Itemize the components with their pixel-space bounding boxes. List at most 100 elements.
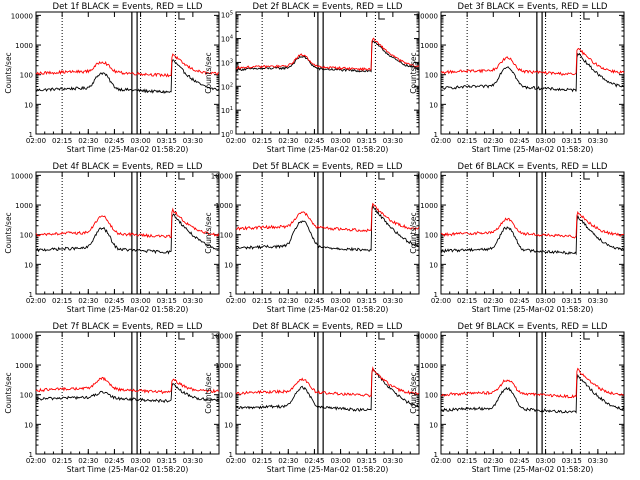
- x-tick-label: 03:00: [535, 297, 555, 305]
- x-tick-label: 02:15: [52, 137, 72, 145]
- x-tick-label: 02:30: [483, 457, 503, 465]
- x-tick-label: 02:45: [509, 297, 529, 305]
- events-series-line: [235, 40, 420, 73]
- x-tick-label: 02:00: [226, 457, 246, 465]
- x-tick-label: 02:45: [304, 297, 324, 305]
- y-tick-label: 10000: [416, 332, 438, 340]
- x-tick-label: 03:00: [330, 137, 350, 145]
- x-tick-label: 03:00: [330, 457, 350, 465]
- y-tick-label: 10: [429, 261, 438, 269]
- x-tick-label: 03:15: [357, 297, 377, 305]
- flag-marker: [378, 332, 385, 340]
- x-tick-label: 03:00: [535, 457, 555, 465]
- y-axis-label: Counts/sec: [204, 52, 213, 93]
- x-axis-label: Start Time (25-Mar-02 01:58:20): [472, 305, 594, 314]
- x-tick-label: 03:30: [383, 297, 403, 305]
- lld-series-line: [35, 376, 220, 395]
- events-series-line: [35, 59, 220, 94]
- plot-frame: [235, 171, 420, 295]
- y-tick-label: 10: [24, 261, 33, 269]
- y-tick-label: 1000: [420, 202, 438, 210]
- y-tick-exponent: 3: [230, 58, 233, 64]
- y-tick-label: 101: [221, 106, 233, 115]
- y-tick-label: 1000: [215, 202, 233, 210]
- y-tick-label: 10: [429, 421, 438, 429]
- events-series-line: [235, 367, 420, 412]
- y-tick-label: 100: [425, 72, 438, 80]
- panel-det-2: Det 2f BLACK = Events, RED = LLD10010110…: [204, 2, 420, 154]
- y-tick-label: 1000: [215, 362, 233, 370]
- x-tick-label: 02:30: [278, 457, 298, 465]
- flag-marker: [178, 172, 185, 180]
- y-tick-label: 100: [20, 392, 33, 400]
- x-tick-label: 02:15: [457, 137, 477, 145]
- x-tick-label: 03:15: [157, 297, 177, 305]
- y-tick-label: 100: [425, 392, 438, 400]
- y-tick-label: 1000: [15, 362, 33, 370]
- x-tick-label: 02:45: [104, 137, 124, 145]
- events-series-line: [440, 215, 625, 256]
- x-axis-label: Start Time (25-Mar-02 01:58:20): [267, 305, 389, 314]
- x-tick-label: 03:30: [588, 297, 608, 305]
- panel-det-3: Det 3f BLACK = Events, RED = LLD 1 10 100 10…: [409, 2, 625, 154]
- panel-det-7: Det 7f BLACK = Events, RED = LLD 1 10 100 10…: [4, 322, 220, 474]
- panel-det-9: Det 9f BLACK = Events, RED = LLD 1 10 100 10…: [409, 322, 625, 474]
- y-tick-label: 1: [434, 451, 438, 459]
- plot-frame: [235, 11, 420, 135]
- x-tick-label: 02:45: [304, 457, 324, 465]
- panel-title: Det 8f BLACK = Events, RED = LLD: [253, 322, 403, 332]
- y-axis-label: Counts/sec: [4, 372, 13, 413]
- x-tick-label: 02:30: [483, 137, 503, 145]
- y-tick-label: 10000: [211, 172, 233, 180]
- y-axis-label: Counts/sec: [4, 52, 13, 93]
- y-tick-label: 10000: [11, 12, 33, 20]
- x-tick-label: 02:30: [78, 137, 98, 145]
- panel-title: Det 3f BLACK = Events, RED = LLD: [458, 2, 608, 12]
- y-tick-label: 100: [20, 72, 33, 80]
- y-tick-label: 1: [29, 451, 33, 459]
- x-tick-label: 03:15: [562, 297, 582, 305]
- x-axis-label: Start Time (25-Mar-02 01:58:20): [267, 145, 389, 154]
- x-tick-label: 02:00: [431, 297, 451, 305]
- panel-det-8: Det 8f BLACK = Events, RED = LLD 1 10 100 10…: [204, 322, 420, 474]
- lld-series-line: [235, 366, 420, 398]
- y-tick-label: 10: [224, 421, 233, 429]
- y-tick-label: 104: [221, 35, 233, 44]
- lld-series-line: [440, 47, 625, 76]
- panel-title: Det 5f BLACK = Events, RED = LLD: [253, 162, 403, 172]
- panel-title: Det 2f BLACK = Events, RED = LLD: [253, 2, 403, 12]
- y-tick-label: 103: [221, 58, 233, 67]
- plot-frame: [440, 331, 625, 455]
- y-axis-label: Counts/sec: [409, 372, 418, 413]
- plot-frame: [440, 11, 625, 135]
- events-series-line: [35, 213, 219, 255]
- panel-det-4: Det 4f BLACK = Events, RED = LLD 1 10 100 10…: [4, 162, 220, 314]
- y-tick-label: 10: [24, 421, 33, 429]
- x-axis-label: Start Time (25-Mar-02 01:58:20): [267, 465, 389, 474]
- panel-title: Det 4f BLACK = Events, RED = LLD: [53, 162, 203, 172]
- x-axis-label: Start Time (25-Mar-02 01:58:20): [67, 465, 189, 474]
- y-tick-label: 105: [221, 11, 233, 20]
- y-tick-label: 10: [429, 101, 438, 109]
- lld-series-line: [35, 207, 220, 239]
- y-axis-label: Counts/sec: [204, 372, 213, 413]
- y-tick-exponent: 0: [230, 130, 233, 136]
- x-tick-label: 02:45: [304, 137, 324, 145]
- x-tick-label: 03:15: [357, 457, 377, 465]
- x-tick-label: 02:00: [431, 457, 451, 465]
- y-tick-label: 10000: [11, 172, 33, 180]
- panel-title: Det 7f BLACK = Events, RED = LLD: [53, 322, 203, 332]
- panel-title: Det 1f BLACK = Events, RED = LLD: [53, 2, 203, 12]
- lld-series-line: [236, 37, 420, 72]
- y-axis-label: Counts/sec: [204, 212, 213, 253]
- events-series-line: [35, 383, 220, 404]
- x-tick-label: 03:15: [562, 457, 582, 465]
- y-tick-label: 10: [224, 261, 233, 269]
- flag-marker: [583, 332, 590, 340]
- events-series-line: [440, 373, 625, 414]
- panel-det-5: Det 5f BLACK = Events, RED = LLD 1 10 100 10…: [204, 162, 420, 314]
- y-tick-label: 1000: [420, 362, 438, 370]
- y-tick-label: 10000: [11, 332, 33, 340]
- y-tick-exponent: 4: [230, 35, 233, 41]
